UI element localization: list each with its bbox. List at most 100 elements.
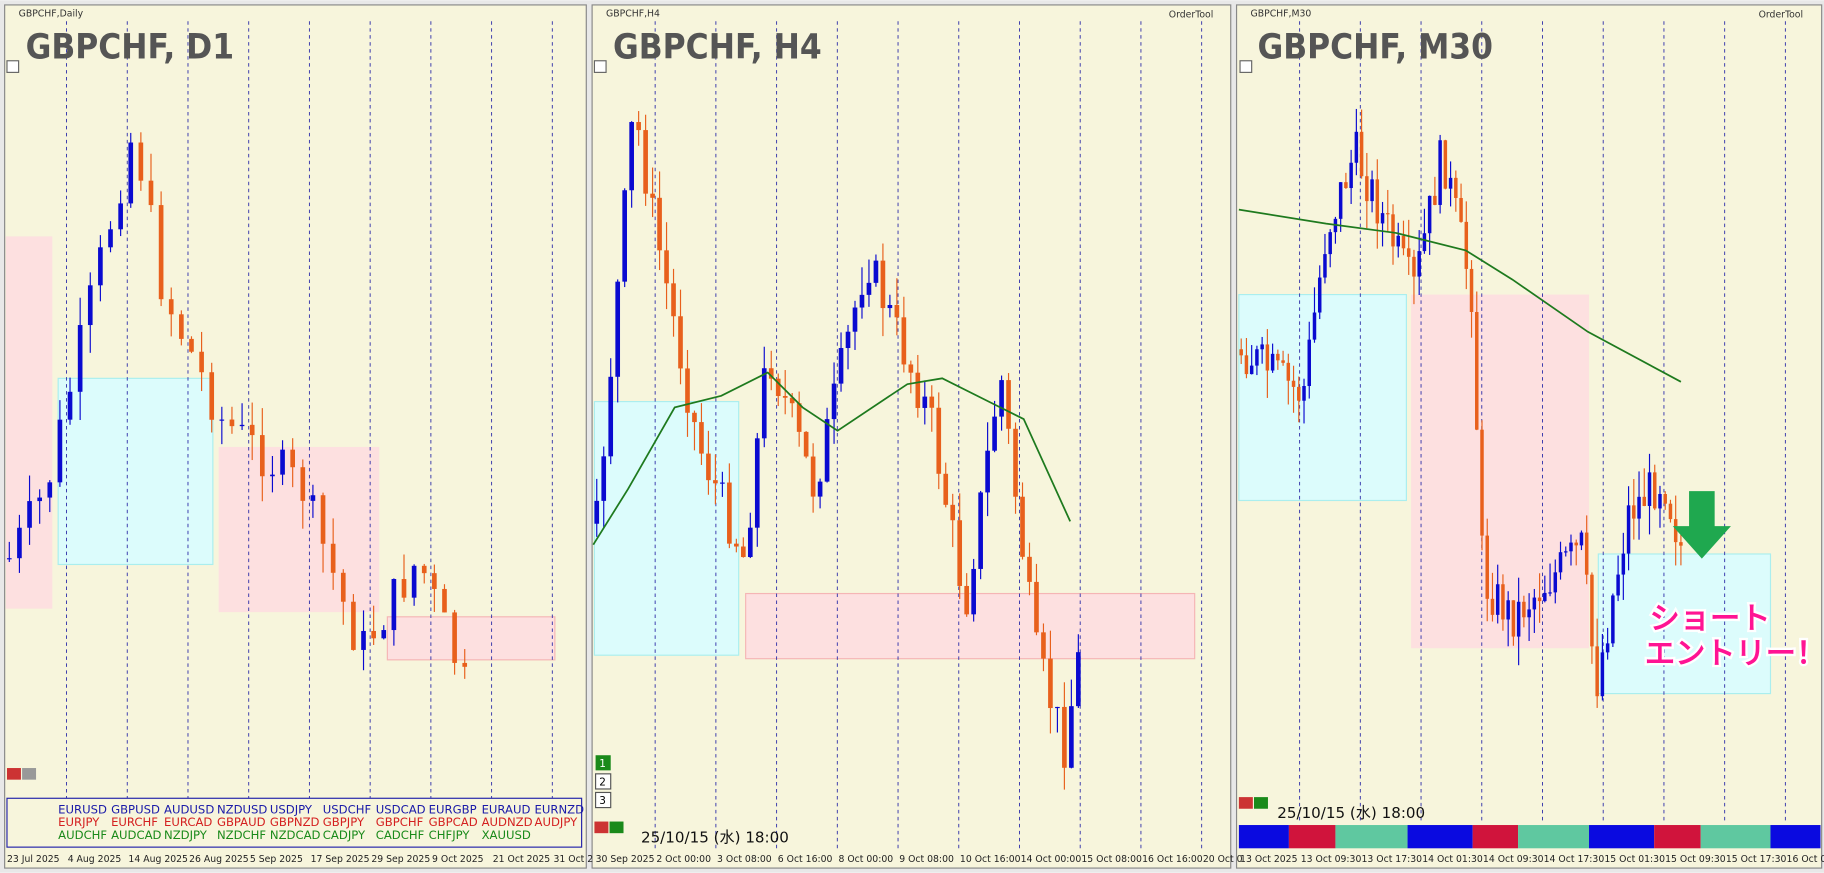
candle-body	[1663, 494, 1667, 504]
pair-link[interactable]: AUDCAD	[111, 828, 161, 842]
control[interactable]	[1254, 797, 1268, 809]
candle-body	[1621, 553, 1626, 575]
candle-body	[1611, 595, 1615, 644]
scroll-button[interactable]	[6, 60, 20, 73]
candle-body	[859, 294, 865, 308]
session-segment	[1407, 825, 1473, 849]
control[interactable]	[609, 821, 624, 834]
control[interactable]	[6, 768, 21, 780]
candle-body	[1013, 428, 1018, 497]
pair-link[interactable]: EURCAD	[164, 815, 212, 829]
candle-body	[1406, 248, 1411, 257]
candle-body	[936, 407, 942, 474]
zone	[1597, 553, 1772, 695]
session-segment	[1770, 825, 1821, 849]
control[interactable]	[1238, 797, 1253, 809]
button[interactable]	[595, 755, 611, 771]
pair-link[interactable]: USDCHF	[323, 802, 372, 816]
candle-body	[1317, 277, 1322, 313]
candle-body	[615, 281, 621, 377]
pair-link[interactable]: CHFJPY	[429, 828, 471, 842]
button-label[interactable]: 2	[599, 776, 606, 788]
order-tool[interactable]: OrderTool	[1759, 10, 1803, 21]
pair-link[interactable]: GBPNZD	[270, 815, 320, 829]
candle-body	[1055, 706, 1060, 709]
candle-body	[1312, 312, 1317, 340]
pair-link[interactable]: USDJPY	[270, 802, 313, 816]
symbol-label: GBPCHF,M30	[1251, 9, 1312, 20]
candle-body	[1569, 542, 1573, 552]
candle-body	[817, 481, 823, 497]
pair-link[interactable]: CADCHF	[376, 828, 425, 842]
candle-body	[452, 612, 457, 663]
candle-body	[734, 543, 739, 547]
pair-link[interactable]: CADJPY	[323, 828, 366, 842]
pair-link[interactable]: AUDNZD	[482, 815, 533, 829]
candle-body	[950, 504, 956, 521]
x-tick-label: 15 Oct 09:30	[1665, 854, 1726, 865]
candle-body	[873, 260, 879, 283]
candle-body	[741, 546, 746, 558]
control[interactable]	[22, 768, 37, 780]
pair-link[interactable]: GBPUSD	[111, 802, 160, 816]
button[interactable]	[595, 773, 612, 790]
candle-body	[57, 419, 63, 483]
pair-link[interactable]: NZDJPY	[164, 828, 208, 842]
pair-link[interactable]: AUDJPY	[535, 815, 579, 829]
candle-body	[908, 364, 914, 373]
candle-body	[1495, 584, 1500, 615]
candle-body	[37, 497, 42, 502]
pair-link[interactable]: EURUSD	[58, 802, 107, 816]
candle-body	[1522, 601, 1526, 618]
order-tool[interactable]: OrderTool	[1169, 10, 1213, 21]
candle-body	[239, 424, 245, 427]
pair-link[interactable]: NZDCAD	[270, 828, 321, 842]
timestamp: 25/10/15 (水) 18:00	[1277, 804, 1425, 822]
button[interactable]	[595, 791, 612, 809]
x-tick-label: 31 Oct 2	[553, 854, 593, 865]
button-label[interactable]: 3	[599, 795, 606, 807]
candle-body	[824, 419, 830, 482]
pair-link[interactable]: GBPAUD	[217, 815, 266, 829]
x-tick-label: 30 Sep 2025	[596, 854, 655, 865]
pair-link[interactable]: GBPJPY	[323, 815, 365, 829]
candle-body	[650, 193, 655, 198]
pair-link[interactable]: NZDCHF	[217, 828, 266, 842]
control[interactable]	[594, 821, 609, 834]
zone	[218, 446, 380, 613]
candle-body	[310, 495, 316, 501]
candle-body	[1349, 162, 1353, 189]
candle-body	[1553, 572, 1558, 593]
session-segment	[1700, 825, 1771, 849]
candle-body	[608, 376, 614, 457]
pair-link[interactable]: GBPCAD	[429, 815, 478, 829]
candle-body	[209, 372, 215, 420]
candle-body	[845, 331, 851, 349]
pair-link[interactable]: EURGBP	[429, 802, 477, 816]
pair-link[interactable]: XAUUSD	[482, 828, 531, 842]
pair-link[interactable]: NZDUSD	[217, 802, 267, 816]
scroll-button[interactable]	[1239, 60, 1253, 73]
scroll-button[interactable]	[593, 60, 607, 73]
candle-body	[782, 396, 788, 398]
candle-body	[290, 449, 296, 468]
candle-body	[442, 588, 447, 613]
pair-link[interactable]: AUDCHF	[58, 828, 107, 842]
candle-body	[768, 368, 774, 379]
candle-body	[978, 492, 983, 569]
candle-body	[371, 630, 376, 639]
x-tick-label: 14 Oct 17:30	[1544, 854, 1605, 865]
candle-body	[810, 456, 816, 497]
candle-body	[887, 304, 893, 309]
pair-link[interactable]: GBPCHF	[376, 815, 424, 829]
candle-body	[664, 250, 669, 284]
button-label[interactable]: 1	[599, 758, 606, 770]
pair-link[interactable]: EURNZD	[535, 802, 585, 816]
pair-link[interactable]: USDCAD	[376, 802, 426, 816]
symbol-label: GBPCHF,H4	[606, 9, 660, 20]
pair-link[interactable]: EURJPY	[58, 815, 100, 829]
zone	[1238, 294, 1407, 502]
pair-link[interactable]: EURAUD	[482, 802, 531, 816]
pair-link[interactable]: EURCHF	[111, 815, 158, 829]
pair-link[interactable]: AUDUSD	[164, 802, 214, 816]
